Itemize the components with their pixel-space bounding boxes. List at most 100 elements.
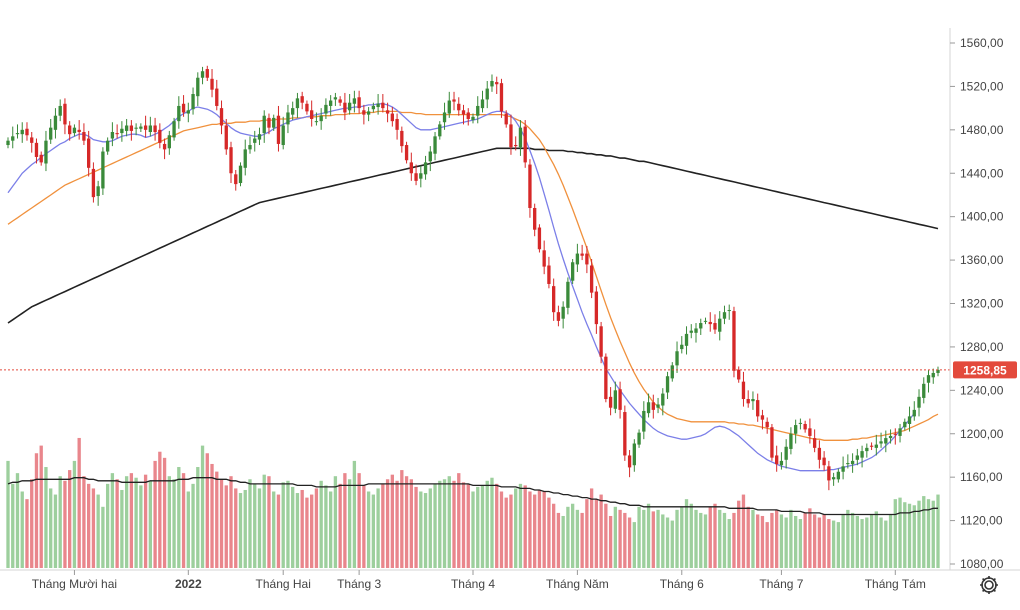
candle-body xyxy=(153,125,157,133)
candle-body xyxy=(143,125,148,130)
candle-body xyxy=(276,115,281,144)
candle-body xyxy=(362,110,366,115)
volume-bar xyxy=(6,460,10,568)
volume-bar xyxy=(305,497,309,568)
candle-body xyxy=(850,460,855,465)
candle-body xyxy=(68,125,72,135)
y-tick-label: 1520,00 xyxy=(960,79,1004,93)
volume-bar xyxy=(219,479,224,568)
volume-bar xyxy=(442,479,447,568)
candle-body xyxy=(784,446,788,460)
candle-body xyxy=(888,435,893,439)
candle-body xyxy=(822,457,826,466)
candle-body xyxy=(248,145,252,150)
candle-body xyxy=(20,129,24,135)
candle-body xyxy=(618,389,622,410)
candle-body xyxy=(585,253,589,265)
volume-bar xyxy=(96,494,100,568)
candle-body xyxy=(779,460,784,466)
volume-bar xyxy=(148,480,153,568)
candle-body xyxy=(528,164,532,208)
candle-body xyxy=(87,138,91,168)
volume-bar xyxy=(784,517,788,568)
candle-body xyxy=(865,447,869,452)
candle-body xyxy=(186,110,190,114)
volume-bar xyxy=(922,496,926,568)
volume-bar xyxy=(310,494,314,568)
volume-bar xyxy=(72,460,77,568)
candle-body xyxy=(722,312,727,319)
volume-bar xyxy=(328,491,333,568)
volume-bar xyxy=(689,503,693,568)
volume-bar xyxy=(25,499,29,568)
candle-body xyxy=(703,320,708,322)
y-tick-label: 1480,00 xyxy=(960,123,1004,137)
settings-button[interactable] xyxy=(974,570,1004,600)
candle-body xyxy=(219,108,224,126)
candle-body xyxy=(499,83,504,112)
candle-body xyxy=(215,88,219,106)
volume-bar xyxy=(898,497,902,568)
volume-bar xyxy=(537,489,542,568)
candle-body xyxy=(803,423,807,430)
volume-bar xyxy=(627,517,632,568)
candle-body xyxy=(286,112,290,125)
volume-bar xyxy=(447,476,451,568)
volume-bars xyxy=(6,437,940,568)
volume-bar xyxy=(480,485,485,568)
volume-bar xyxy=(495,483,499,568)
candle-body xyxy=(542,250,546,267)
volume-bar xyxy=(385,479,390,568)
volume-bar xyxy=(775,509,779,568)
candle-body xyxy=(518,127,523,148)
candle-body xyxy=(310,110,314,119)
volume-bar xyxy=(371,494,376,568)
candle-body xyxy=(575,253,580,265)
volume-bar xyxy=(357,473,361,568)
candle-body xyxy=(846,463,850,465)
volume-bar xyxy=(143,474,148,568)
candle-body xyxy=(793,425,798,434)
volume-bar xyxy=(499,491,504,568)
volume-bar xyxy=(438,480,442,568)
volume-bar xyxy=(623,512,627,568)
volume-bar xyxy=(817,517,822,568)
ma50-line xyxy=(7,110,939,441)
volume-bar xyxy=(30,479,34,568)
y-axis-ticks: 1080,00 1120,00 1160,00 1200,00 1240,00 1280,… xyxy=(950,36,1004,571)
volume-bar xyxy=(129,473,134,568)
volume-bar xyxy=(333,476,338,568)
candle-body xyxy=(390,113,394,122)
volume-bar xyxy=(931,500,935,568)
candle-body xyxy=(234,174,238,185)
volume-bar xyxy=(68,470,72,568)
volume-bar xyxy=(433,483,437,568)
volume-bar xyxy=(509,494,513,568)
candle-body xyxy=(570,262,575,281)
volume-bar xyxy=(34,453,39,568)
volume-bar xyxy=(599,494,603,568)
volume-bar xyxy=(694,509,698,568)
candle-body xyxy=(665,376,670,393)
volume-bar xyxy=(756,514,760,568)
candle-body xyxy=(272,117,276,128)
candle-body xyxy=(476,105,480,116)
y-tick-label: 1200,00 xyxy=(960,427,1004,441)
volume-bar xyxy=(300,489,304,568)
candle-body xyxy=(44,140,48,164)
volume-bar xyxy=(15,473,20,568)
volume-bar xyxy=(63,480,67,568)
candle-body xyxy=(452,99,456,102)
volume-bar xyxy=(124,476,129,568)
volume-bar xyxy=(765,522,769,568)
candle-body xyxy=(238,165,243,184)
volume-bar xyxy=(158,451,162,568)
volume-bar xyxy=(860,519,864,568)
volume-bar xyxy=(737,500,741,568)
y-tick-label: 1080,00 xyxy=(960,557,1004,571)
candle-body xyxy=(253,138,257,143)
candle-body xyxy=(623,412,627,456)
candle-body xyxy=(347,102,352,111)
